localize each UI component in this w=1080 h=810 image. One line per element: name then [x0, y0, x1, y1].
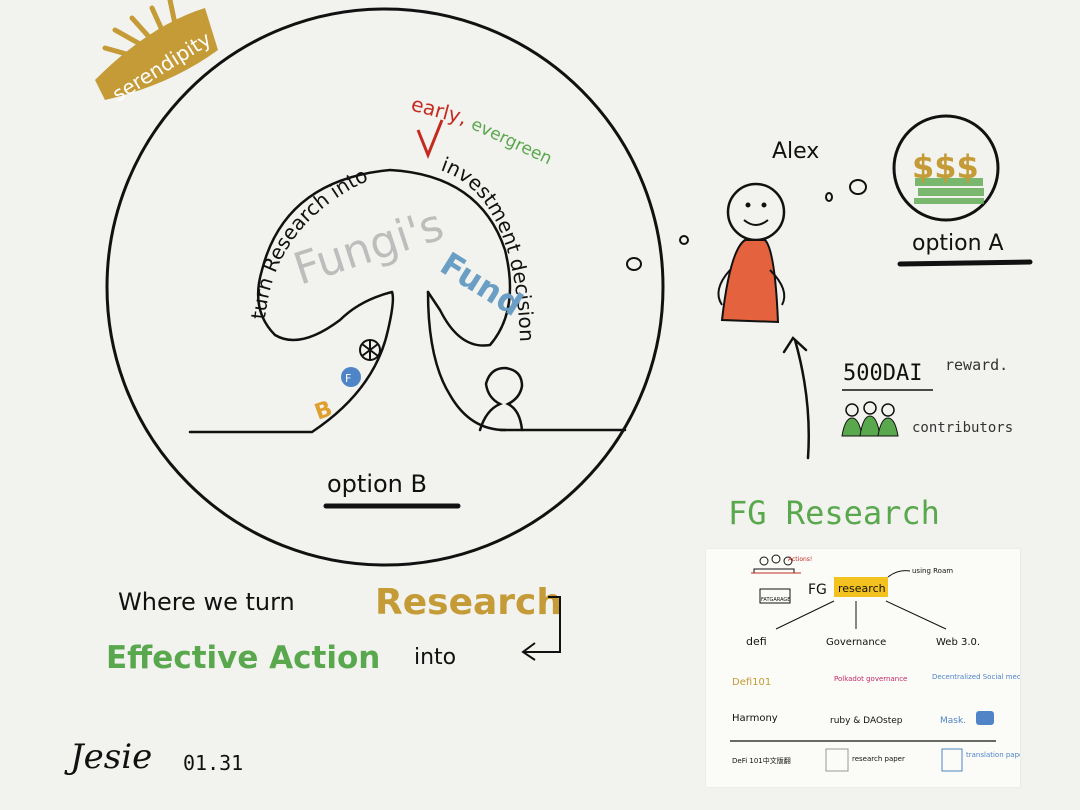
card-mask: Mask. — [940, 716, 966, 726]
card-defi101: Defi101 — [732, 677, 771, 688]
mushroom-drawing — [188, 168, 627, 434]
paper-icon — [825, 748, 849, 772]
contributors-label: contributors — [912, 420, 1013, 436]
tagline-into: into — [414, 645, 456, 670]
card-research-paper: research paper — [852, 755, 905, 763]
card-translation-paper: translation paper. — [966, 751, 1020, 759]
token-icons: F B — [311, 339, 381, 426]
card-defi101-translation: DeFi 101中文版翻 — [732, 756, 791, 765]
card-harmony: Harmony — [732, 713, 778, 724]
evergreen-text: evergreen — [468, 114, 555, 169]
money-stack-icon — [914, 178, 984, 204]
fg-research-title: FG Research — [728, 494, 940, 532]
mask-icon — [976, 711, 994, 725]
option-b-label: option B — [327, 470, 427, 498]
signature-name: Jesie — [64, 737, 152, 777]
card-ruby-daostep: ruby & DAOstep — [830, 716, 903, 726]
contributors-icon — [841, 401, 899, 437]
tagline-where: Where we turn — [118, 588, 295, 616]
main-circle — [105, 7, 665, 567]
fatgarage-sketch-icon — [751, 554, 801, 604]
alex-figure — [717, 182, 786, 324]
fg-research-card: Actions! FATGARAGE FG research using Roa… — [706, 549, 1020, 787]
tagline-effective: Effective Action — [106, 640, 380, 676]
arrow-up — [782, 336, 811, 460]
reward-amount: 500DAI — [843, 361, 922, 386]
card-cat-web3: Web 3.0. — [936, 637, 980, 648]
signature-date: 01.31 — [183, 751, 243, 775]
tagline-bracket-arrow — [521, 596, 561, 661]
alex-name: Alex — [772, 139, 819, 164]
card-research: research — [838, 582, 886, 595]
card-research-highlight — [834, 577, 888, 597]
tagline-research: Research — [375, 582, 562, 623]
card-fg: FG — [808, 582, 827, 598]
serendipity-badge: serendipity — [95, 0, 218, 106]
card-cat-defi: defi — [746, 635, 767, 648]
card-using-roam: using Roam — [912, 567, 953, 575]
svg-text:B: B — [311, 396, 335, 425]
option-a-circle — [892, 114, 1000, 222]
card-social-media: Decentralized Social media. — [932, 673, 1020, 681]
card-cat-governance: Governance — [826, 637, 886, 648]
thought-bubbles — [626, 179, 867, 271]
svg-text:F: F — [345, 372, 351, 385]
option-a-label: option A — [912, 231, 1004, 256]
insert-caret — [416, 119, 444, 160]
card-fatgarage: FATGARAGE — [761, 597, 790, 603]
dollar-signs: $$$ — [912, 148, 979, 186]
card-polkadot: Polkadot governance — [834, 675, 907, 683]
translation-icon — [941, 748, 963, 772]
option-a-underline — [897, 259, 1033, 267]
reward-label: reward. — [945, 356, 1008, 374]
card-actions: Actions! — [788, 556, 812, 563]
